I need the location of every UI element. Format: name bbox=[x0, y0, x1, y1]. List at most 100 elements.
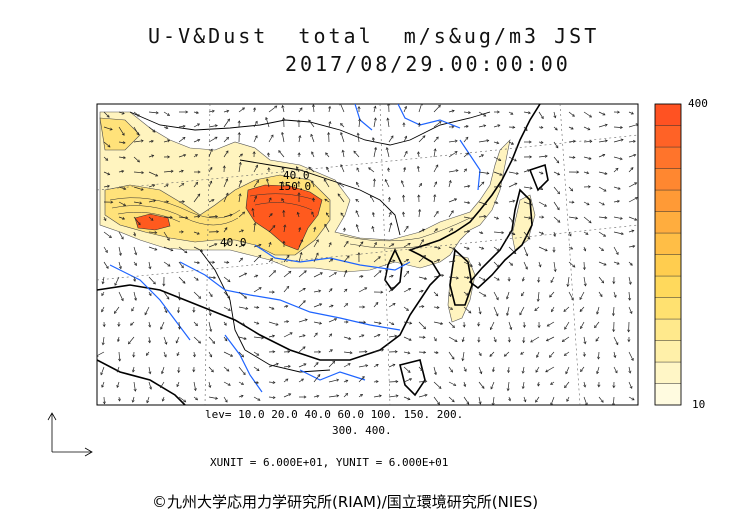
wind-vector bbox=[208, 136, 218, 143]
wind-vector-head bbox=[495, 297, 499, 301]
wind-vector-head bbox=[130, 322, 133, 326]
wind-vector-head bbox=[496, 216, 500, 220]
wind-vector-head bbox=[345, 240, 349, 244]
wind-vector-head bbox=[387, 196, 391, 200]
wind-vector bbox=[628, 306, 633, 314]
wind-vector bbox=[418, 351, 426, 353]
wind-vector bbox=[148, 231, 157, 234]
wind-vector bbox=[493, 141, 499, 144]
wind-vector bbox=[193, 154, 198, 158]
wind-vector-head bbox=[536, 298, 540, 302]
wind-vector bbox=[324, 224, 330, 233]
wind-vector bbox=[493, 156, 501, 161]
wind-vector-head bbox=[627, 329, 631, 333]
wind-vector-head bbox=[564, 326, 567, 330]
color-scale-swatch bbox=[654, 125, 682, 148]
wind-vector-head bbox=[434, 181, 438, 185]
wind-vector bbox=[553, 141, 559, 149]
wind-vector-head bbox=[123, 203, 127, 206]
wind-vector-head bbox=[550, 382, 554, 385]
wind-vector bbox=[313, 395, 319, 398]
color-scale-swatch bbox=[654, 232, 682, 255]
wind-vector-head bbox=[317, 374, 321, 378]
wind-vector bbox=[238, 244, 245, 248]
wind-vector-head bbox=[148, 371, 152, 375]
wind-vector-head bbox=[122, 141, 126, 145]
wind-vector-head bbox=[486, 171, 490, 175]
wind-vector-head bbox=[556, 207, 560, 211]
wind-vector bbox=[100, 366, 105, 375]
wind-vector-head bbox=[356, 167, 360, 171]
color-scale-swatch bbox=[654, 211, 682, 234]
wind-vector-head bbox=[358, 118, 362, 122]
wind-vector bbox=[358, 287, 367, 293]
wind-vector bbox=[567, 276, 570, 287]
wind-vector bbox=[340, 164, 345, 173]
wind-vector bbox=[328, 333, 332, 338]
wind-vector-head bbox=[603, 188, 607, 192]
wind-vector-head bbox=[409, 321, 413, 325]
wind-vector-head bbox=[195, 110, 199, 115]
wind-vector-head bbox=[296, 166, 299, 170]
wind-vector bbox=[328, 288, 333, 293]
wind-vector-head bbox=[571, 113, 575, 117]
wind-vector-head bbox=[133, 278, 137, 282]
wind-vector-head bbox=[572, 139, 576, 143]
wind-vector-head bbox=[580, 326, 583, 330]
wind-vector-head bbox=[304, 318, 308, 322]
wind-vector-head bbox=[390, 135, 394, 139]
wind-vector bbox=[595, 336, 600, 342]
wind-vector bbox=[388, 197, 390, 203]
wind-vector bbox=[504, 351, 510, 357]
wind-vector-head bbox=[101, 309, 104, 313]
wind-vector-head bbox=[134, 252, 138, 256]
wind-vector-head bbox=[229, 213, 233, 217]
wind-vector-head bbox=[525, 266, 528, 270]
wind-vector-head bbox=[318, 350, 322, 354]
wind-vector-head bbox=[137, 113, 141, 117]
wind-vector bbox=[298, 252, 302, 263]
wind-vector bbox=[596, 306, 600, 315]
wind-vector-head bbox=[540, 140, 544, 144]
wind-vector-head bbox=[149, 386, 153, 390]
wind-vector bbox=[372, 212, 375, 218]
wind-vector bbox=[628, 366, 631, 374]
wind-vector-head bbox=[451, 399, 455, 403]
wind-vector-head bbox=[325, 152, 329, 156]
wind-vector bbox=[433, 321, 443, 325]
wind-vector bbox=[478, 171, 489, 174]
wind-vector bbox=[298, 378, 304, 383]
wind-vector bbox=[583, 231, 589, 235]
wind-vector bbox=[564, 351, 570, 356]
wind-vector bbox=[538, 231, 544, 235]
wind-vector-head bbox=[226, 260, 230, 264]
wind-vector bbox=[612, 306, 615, 316]
wind-vector bbox=[418, 394, 428, 398]
wind-vector-head bbox=[183, 153, 187, 157]
wind-vector-head bbox=[497, 110, 500, 114]
wind-vector bbox=[388, 243, 394, 248]
wind-vector-head bbox=[588, 114, 592, 118]
wind-vector-head bbox=[596, 371, 600, 375]
wind-vector bbox=[103, 246, 108, 253]
wind-vector-head bbox=[209, 328, 213, 332]
wind-vector bbox=[283, 255, 290, 263]
wind-vector bbox=[146, 396, 150, 403]
wind-vector-head bbox=[213, 276, 217, 280]
wind-vector bbox=[523, 169, 530, 173]
wind-vector-head bbox=[225, 242, 229, 245]
wind-vector bbox=[568, 186, 573, 192]
wind-vector-head bbox=[226, 368, 230, 372]
wind-vector-head bbox=[529, 155, 533, 159]
wind-vector-head bbox=[245, 306, 249, 310]
wind-vector-head bbox=[254, 135, 258, 139]
wind-vector bbox=[583, 201, 590, 206]
wind-vector-head bbox=[327, 131, 331, 135]
wind-vector bbox=[308, 166, 315, 173]
wind-vector bbox=[373, 395, 382, 398]
wind-vector bbox=[490, 381, 495, 390]
wind-vector-head bbox=[195, 323, 198, 327]
wind-vector bbox=[418, 321, 426, 330]
wind-vector bbox=[103, 141, 111, 148]
wind-vector bbox=[545, 366, 555, 373]
